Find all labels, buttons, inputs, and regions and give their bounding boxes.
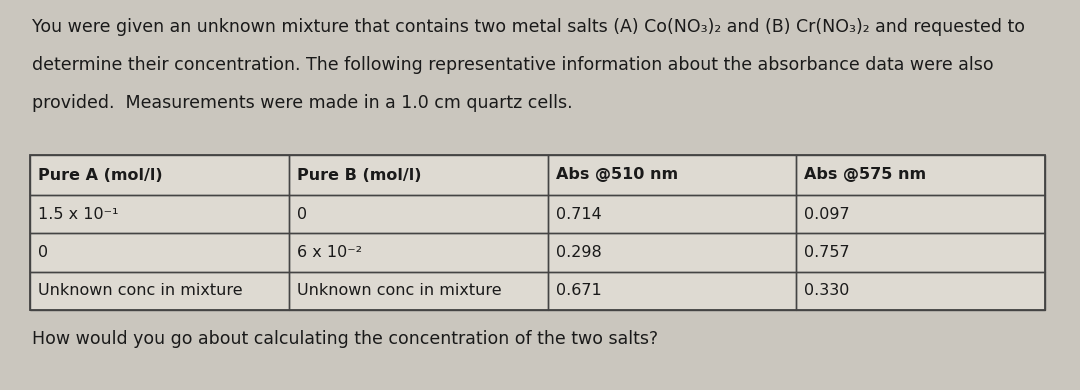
Text: Abs @575 nm: Abs @575 nm <box>805 167 927 183</box>
Bar <box>548 272 796 310</box>
Text: 0.330: 0.330 <box>805 283 850 298</box>
Bar <box>30 155 1045 310</box>
Text: 0.298: 0.298 <box>555 245 602 260</box>
Text: 0.714: 0.714 <box>555 207 602 222</box>
Bar <box>548 195 796 233</box>
Text: Abs @510 nm: Abs @510 nm <box>555 167 678 183</box>
Bar <box>796 272 1045 310</box>
Bar <box>288 233 548 272</box>
Text: Unknown conc in mixture: Unknown conc in mixture <box>38 283 243 298</box>
Text: 1.5 x 10⁻¹: 1.5 x 10⁻¹ <box>38 207 119 222</box>
Bar <box>30 155 288 195</box>
Text: Pure B (mol/l): Pure B (mol/l) <box>297 167 421 183</box>
Bar <box>288 195 548 233</box>
Text: 0: 0 <box>297 207 307 222</box>
Bar <box>548 155 796 195</box>
Text: You were given an unknown mixture that contains two metal salts (A) Co(NO₃)₂ and: You were given an unknown mixture that c… <box>32 18 1025 36</box>
Text: Unknown conc in mixture: Unknown conc in mixture <box>297 283 501 298</box>
Bar <box>796 195 1045 233</box>
Text: Pure A (mol/l): Pure A (mol/l) <box>38 167 163 183</box>
Bar <box>288 272 548 310</box>
Bar <box>548 233 796 272</box>
Text: 0: 0 <box>38 245 49 260</box>
Text: determine their concentration. The following representative information about th: determine their concentration. The follo… <box>32 56 994 74</box>
Bar <box>796 155 1045 195</box>
Text: 0.757: 0.757 <box>805 245 850 260</box>
Bar <box>288 155 548 195</box>
Bar <box>796 233 1045 272</box>
Bar <box>30 233 288 272</box>
Text: 0.097: 0.097 <box>805 207 850 222</box>
Text: provided.  Measurements were made in a 1.0 cm quartz cells.: provided. Measurements were made in a 1.… <box>32 94 572 112</box>
Text: How would you go about calculating the concentration of the two salts?: How would you go about calculating the c… <box>32 330 658 348</box>
Bar <box>30 272 288 310</box>
Text: 0.671: 0.671 <box>555 283 602 298</box>
Bar <box>30 195 288 233</box>
Text: 6 x 10⁻²: 6 x 10⁻² <box>297 245 362 260</box>
